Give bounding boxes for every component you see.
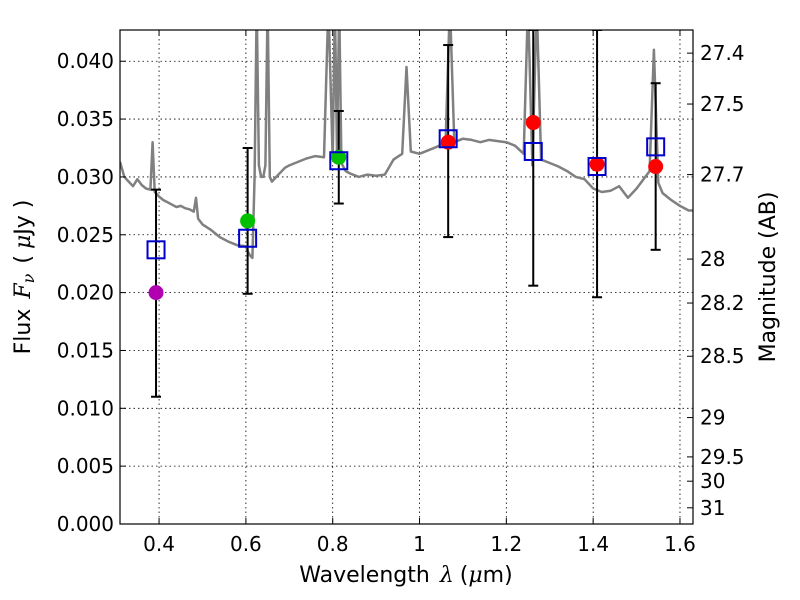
x-tick-label: 0.8 <box>317 532 349 556</box>
y-axis-unit-mu: μ <box>11 235 36 249</box>
y-tick-label: 0.005 <box>57 454 114 478</box>
x-tick-label: 1 <box>413 532 426 556</box>
model-spectrum-line <box>120 30 693 260</box>
x-tick-label: 0.6 <box>230 532 262 556</box>
y-tick-label: 0.015 <box>57 338 114 362</box>
x-axis-title: Wavelength λ (μm) <box>299 563 512 588</box>
y-tick-label: 0.020 <box>57 281 114 305</box>
model-point <box>146 240 166 260</box>
y2-tick-label: 29.5 <box>700 445 745 469</box>
observed-point <box>240 213 256 229</box>
x-tick-label: 1.2 <box>490 532 522 556</box>
model-point <box>438 129 458 149</box>
y-tick-label: 0.025 <box>57 223 114 247</box>
x-axis-symbol: λ <box>439 563 454 588</box>
y2-tick-label: 31 <box>700 496 725 520</box>
observed-point <box>440 134 456 150</box>
observed-point <box>331 149 347 165</box>
x-tick-label: 0.4 <box>143 532 175 556</box>
y2-tick-label: 28 <box>700 247 725 271</box>
model-spectrum <box>120 30 693 260</box>
x-axis-label: Wavelength <box>299 563 430 588</box>
axis-ticks: 0.4 0.6 0.8 1 1.2 1.4 1.6 0.000 0.005 0.010 0.015 0… <box>57 30 745 556</box>
y2-tick-label: 28.5 <box>700 344 745 368</box>
plot-frame <box>119 29 694 525</box>
y-axis-unit-rest: Jy ) <box>11 200 36 237</box>
x-axis-unit-mu: μ <box>468 563 482 588</box>
y2-tick-label: 30 <box>700 469 725 493</box>
model-point <box>587 157 607 177</box>
x-tick-label: 1.4 <box>577 532 609 556</box>
x-axis-unit-rest: m) <box>483 563 513 588</box>
y2-tick-label: 27.4 <box>700 41 745 65</box>
y-axis-symbol: F <box>11 283 36 300</box>
y-axis-subscript: ν <box>19 273 38 283</box>
grid <box>120 30 693 525</box>
model-point <box>238 228 258 248</box>
y2-tick-label: 27.7 <box>700 163 745 187</box>
y-tick-label: 0.030 <box>57 165 114 189</box>
y-tick-label: 0.040 <box>57 49 114 73</box>
y-axis-title: Flux Fν ( μJy ) <box>11 200 38 355</box>
y2-tick-label: 28.2 <box>700 291 745 315</box>
y2-axis-title: Magnitude (AB) <box>756 192 781 363</box>
y-axis-label: Flux <box>11 309 36 355</box>
x-tick-label: 1.6 <box>664 532 696 556</box>
observed-point <box>525 115 541 131</box>
y-tick-label: 0.035 <box>57 107 114 131</box>
observed-point <box>648 159 664 175</box>
x-axis-unit-open: ( <box>460 563 469 588</box>
observed-point <box>148 285 164 301</box>
model-point <box>523 141 543 161</box>
data-points <box>146 115 666 301</box>
y-tick-label: 0.000 <box>57 512 114 536</box>
observed-point <box>589 156 605 172</box>
y-tick-label: 0.010 <box>57 396 114 420</box>
y-axis-unit-open: ( <box>11 255 36 264</box>
model-point <box>329 151 349 171</box>
y2-tick-label: 29 <box>700 406 725 430</box>
model-point <box>646 137 666 157</box>
y2-tick-label: 27.5 <box>700 92 745 116</box>
